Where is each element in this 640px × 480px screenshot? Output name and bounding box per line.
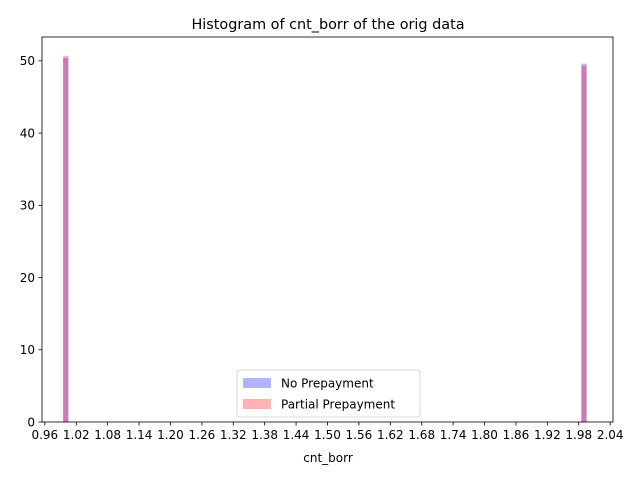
chart-title: Histogram of cnt_borr of the orig data xyxy=(191,17,464,33)
x-tick-label-9: 1.50 xyxy=(314,428,341,442)
bar-series-0-1 xyxy=(581,63,587,423)
legend-box xyxy=(236,369,421,418)
x-tick-label-0: 0.96 xyxy=(31,428,58,442)
y-tick-label-5: 50 xyxy=(20,54,35,68)
y-tick-label-3: 30 xyxy=(20,199,35,213)
x-tick-label-6: 1.32 xyxy=(220,428,247,442)
x-tick-label-13: 1.74 xyxy=(440,428,467,442)
y-axis: 0 10 20 30 40 50 xyxy=(20,54,42,429)
legend-label-1: Partial Prepayment xyxy=(281,398,395,412)
x-tick-label-8: 1.44 xyxy=(283,428,310,442)
x-tick-label-10: 1.56 xyxy=(346,428,373,442)
x-tick-label-16: 1.92 xyxy=(534,428,561,442)
x-tick-label-7: 1.38 xyxy=(251,428,278,442)
bar-series-1-0 xyxy=(63,55,69,422)
x-tick-label-17: 1.98 xyxy=(565,428,592,442)
y-tick-label-1: 10 xyxy=(20,343,35,357)
legend-swatch-0 xyxy=(243,378,271,388)
x-tick-label-11: 1.62 xyxy=(377,428,404,442)
plot-frame xyxy=(41,36,614,423)
legend-swatch-1 xyxy=(243,399,271,409)
legend: No Prepayment Partial Prepayment xyxy=(236,369,421,418)
bars-group xyxy=(63,55,587,423)
y-tick-label-2: 20 xyxy=(20,271,35,285)
x-tick-label-1: 1.02 xyxy=(63,428,90,442)
x-tick-label-5: 1.26 xyxy=(189,428,216,442)
x-tick-label-3: 1.14 xyxy=(126,428,153,442)
y-tick-label-4: 40 xyxy=(20,126,35,140)
y-tick-label-0: 0 xyxy=(27,415,35,429)
x-tick-label-18: 2.04 xyxy=(597,428,624,442)
x-tick-label-14: 1.80 xyxy=(471,428,498,442)
bar-series-0-0 xyxy=(63,57,69,422)
x-axis-label: cnt_borr xyxy=(303,451,353,465)
x-axis: 0.96 1.02 1.08 1.14 1.20 1.26 1.32 1.38 1.44 1.50… xyxy=(31,422,624,442)
legend-label-0: No Prepayment xyxy=(281,377,374,391)
x-tick-label-12: 1.68 xyxy=(408,428,435,442)
bar-series-1-1 xyxy=(581,65,587,422)
x-tick-label-2: 1.08 xyxy=(94,428,121,442)
x-tick-label-15: 1.86 xyxy=(503,428,530,442)
x-tick-label-4: 1.20 xyxy=(157,428,184,442)
